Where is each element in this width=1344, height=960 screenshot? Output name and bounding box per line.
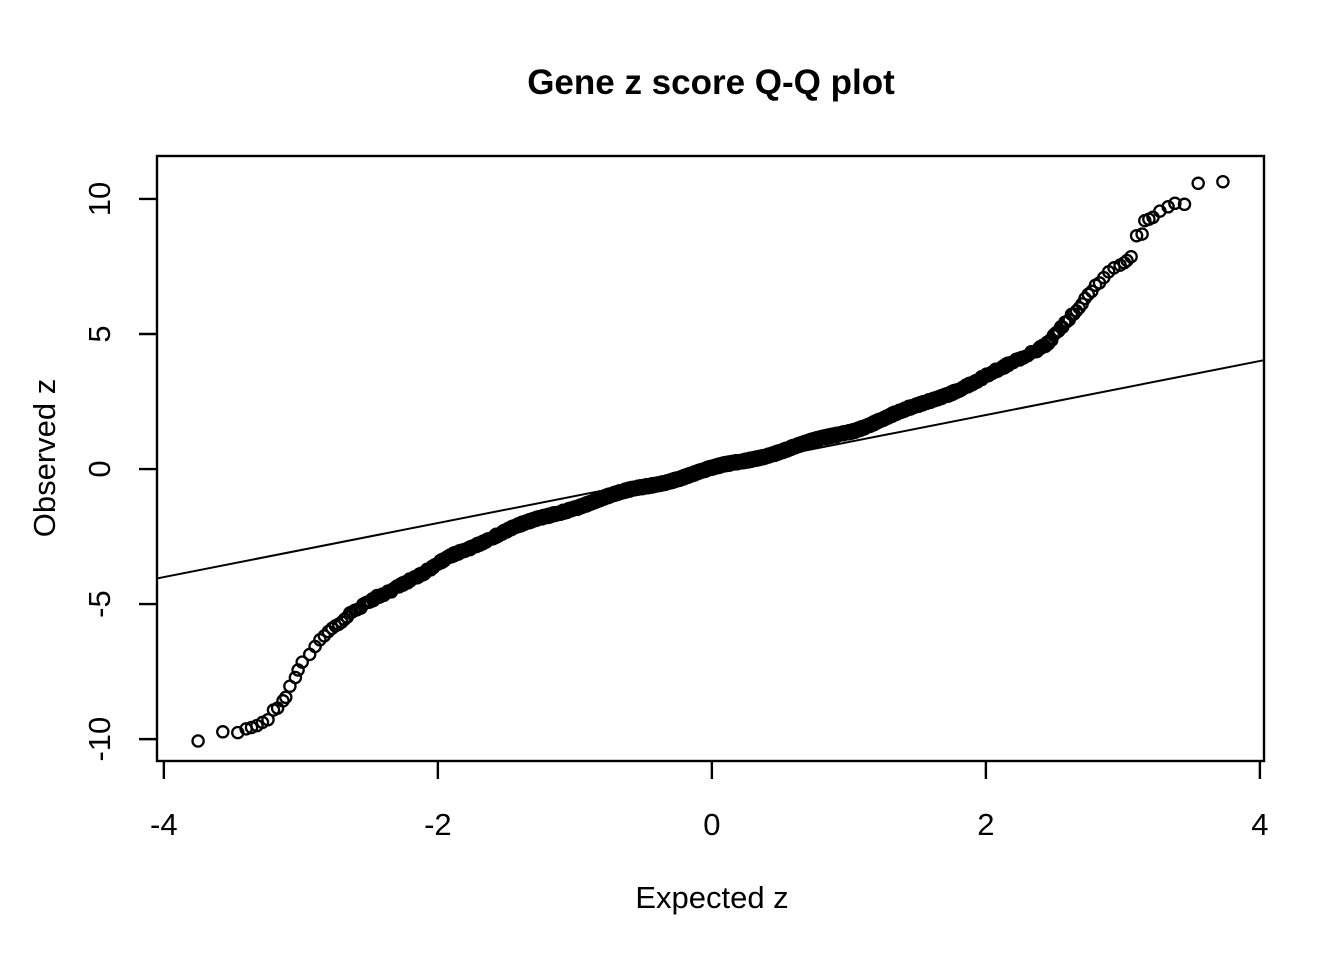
y-tick-label: -10 bbox=[82, 717, 117, 762]
data-point bbox=[1168, 196, 1182, 211]
x-tick-label: 0 bbox=[703, 807, 720, 842]
data-point bbox=[1107, 261, 1121, 275]
reference-line bbox=[156, 359, 1265, 580]
x-axis-label: Expected z bbox=[635, 880, 788, 915]
y-tick-label: 10 bbox=[82, 182, 117, 216]
data-point bbox=[288, 670, 303, 685]
data-point bbox=[1124, 249, 1138, 264]
data-points bbox=[191, 174, 1230, 748]
data-point bbox=[1161, 200, 1175, 214]
y-tick-label: 5 bbox=[82, 325, 117, 342]
data-point bbox=[191, 734, 205, 748]
x-tick-label: -2 bbox=[424, 807, 452, 842]
y-tick-label: -5 bbox=[82, 590, 117, 618]
x-tick-label: 2 bbox=[977, 807, 994, 842]
data-point bbox=[1135, 227, 1149, 241]
plot-box bbox=[155, 154, 1266, 763]
x-tick-label: -4 bbox=[150, 807, 178, 842]
data-point bbox=[1216, 174, 1230, 189]
data-point bbox=[261, 712, 275, 727]
data-point bbox=[1081, 287, 1096, 302]
data-point bbox=[279, 690, 293, 705]
data-point bbox=[1129, 228, 1144, 243]
chart-title: Gene z score Q-Q plot bbox=[527, 63, 895, 102]
data-point bbox=[1191, 176, 1205, 191]
x-tick-label: 4 bbox=[1251, 807, 1268, 842]
y-tick-label: 0 bbox=[82, 460, 117, 477]
data-point bbox=[1177, 197, 1192, 212]
axes: -4 -2 0 2 4 -10 -5 0 5 10 bbox=[82, 154, 1269, 842]
identity-line bbox=[156, 359, 1265, 580]
y-axis-label: Observed z bbox=[27, 379, 62, 538]
data-point bbox=[295, 655, 309, 669]
data-point bbox=[216, 725, 230, 739]
